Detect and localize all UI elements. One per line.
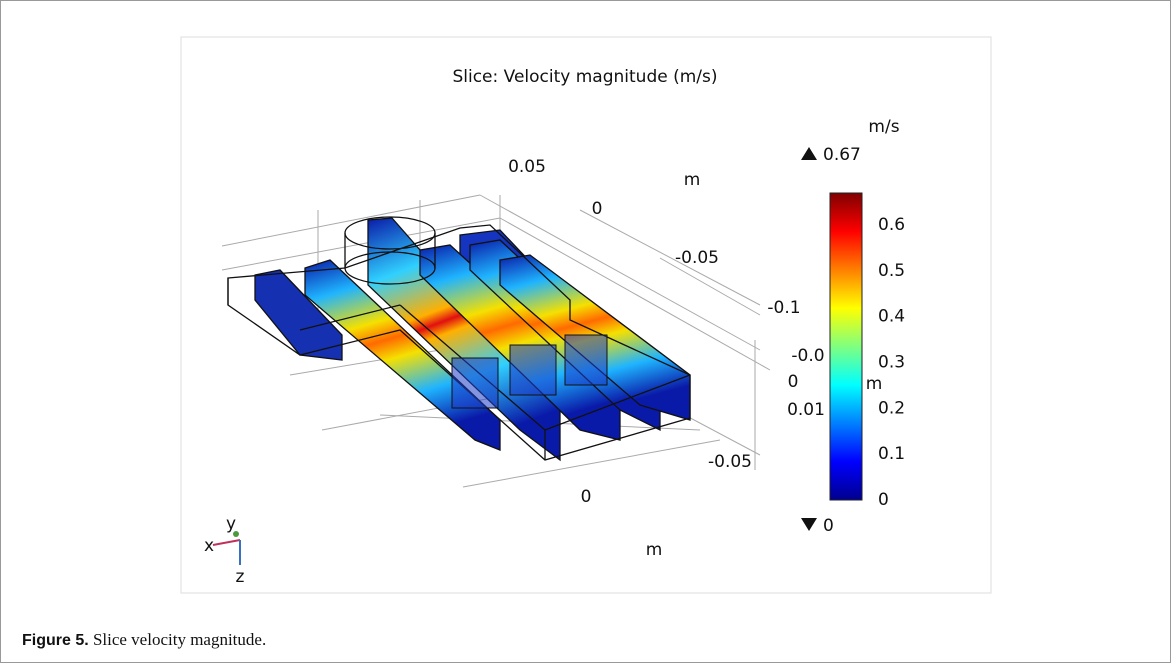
z-axis-tick-label: -0.0: [791, 346, 824, 366]
colorbar-tick-label: 0.6: [878, 215, 905, 235]
colorbar-max: 0.67: [823, 145, 861, 165]
colorbar-tick-label: 0.5: [878, 261, 905, 281]
z-axis-tick-label: 0: [788, 372, 799, 392]
y-axis-unit: m: [684, 170, 701, 190]
caption: Figure 5. Slice velocity magnitude.: [22, 630, 266, 650]
colorbar-tick-label: 0: [878, 490, 889, 510]
x-axis-tick-label: -0.05: [708, 452, 752, 472]
z-axis-unit: m: [866, 374, 883, 394]
y-axis-tick-label: 0.05: [508, 157, 546, 177]
colorbar: [829, 192, 863, 501]
colorbar-tick-label: 0.2: [878, 398, 905, 418]
slices: [254, 217, 691, 462]
max-arrow: [801, 147, 817, 160]
x-axis-unit: m: [646, 540, 663, 560]
colorbar-tick-label: 0.4: [878, 307, 905, 327]
triad-x: x: [204, 536, 214, 556]
x-axis-tick-label: 0: [581, 487, 592, 507]
caption-text: Slice velocity magnitude.: [88, 630, 267, 649]
colorbar-tick-label: 0.1: [878, 444, 905, 464]
triad: x y z: [204, 514, 245, 587]
z-axis-tick-label: 0.01: [787, 400, 825, 420]
y-axis-tick-label: 0: [592, 199, 603, 219]
triad-z: z: [236, 567, 245, 587]
y-axis-tick-label: -0.05: [675, 248, 719, 268]
colorbar-min: 0: [823, 516, 834, 536]
triad-y: y: [226, 514, 236, 534]
caption-label: Figure 5.: [22, 632, 89, 649]
colorbar-unit: m/s: [868, 117, 899, 137]
min-arrow: [801, 518, 817, 531]
obstacles: [451, 334, 608, 409]
y-axis-tick-label: -0.1: [767, 298, 800, 318]
plot-title: Slice: Velocity magnitude (m/s): [452, 67, 717, 87]
colorbar-tick-label: 0.3: [878, 353, 905, 373]
